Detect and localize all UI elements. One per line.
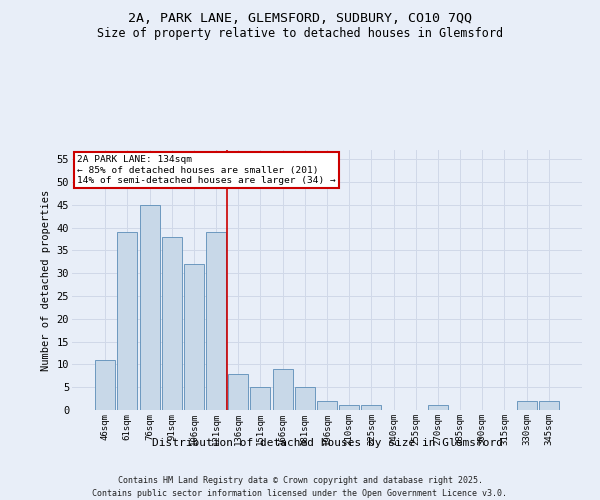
Bar [250,387,271,410]
Bar [206,232,226,410]
Bar [339,406,359,410]
Bar [272,369,293,410]
Bar [140,204,160,410]
Bar [95,360,115,410]
Bar [428,406,448,410]
Bar [295,387,315,410]
Bar [517,401,536,410]
Bar [118,232,137,410]
Bar [184,264,204,410]
Y-axis label: Number of detached properties: Number of detached properties [41,190,51,370]
Text: Distribution of detached houses by size in Glemsford: Distribution of detached houses by size … [151,438,503,448]
Text: 2A PARK LANE: 134sqm
← 85% of detached houses are smaller (201)
14% of semi-deta: 2A PARK LANE: 134sqm ← 85% of detached h… [77,155,336,185]
Bar [162,236,182,410]
Text: Size of property relative to detached houses in Glemsford: Size of property relative to detached ho… [97,28,503,40]
Text: Contains HM Land Registry data © Crown copyright and database right 2025.
Contai: Contains HM Land Registry data © Crown c… [92,476,508,498]
Bar [539,401,559,410]
Bar [361,406,382,410]
Bar [317,401,337,410]
Bar [228,374,248,410]
Text: 2A, PARK LANE, GLEMSFORD, SUDBURY, CO10 7QQ: 2A, PARK LANE, GLEMSFORD, SUDBURY, CO10 … [128,12,472,26]
